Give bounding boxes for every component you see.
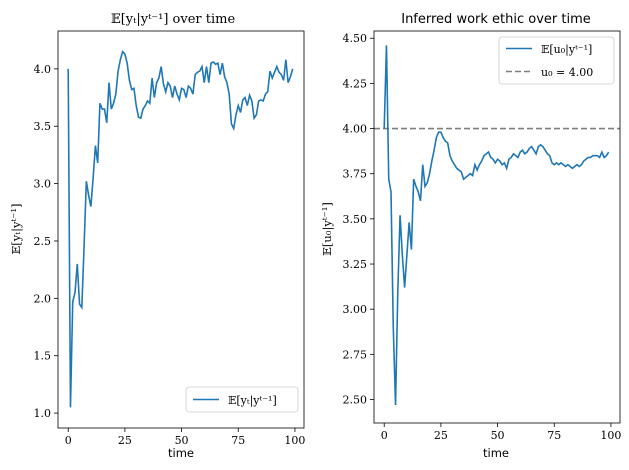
tick-group: 0 25 50 75 100 1.0 1.5 2.0 2.5 3.0 3.5 4.0 [34,63,306,447]
x-tick-label: 75 [547,429,561,442]
legend-box [185,386,299,413]
legend-label: u₀ = 4.00 [541,66,593,79]
x-tick-label: 100 [600,429,621,442]
series-line [67,50,294,408]
x-tick-label: 50 [175,434,189,447]
y-tick-label: 3.25 [343,258,368,271]
plot-frame [57,30,305,429]
x-tick-label: 75 [231,434,245,447]
plot-area [67,50,294,408]
x-axis-label: time [483,446,509,460]
y-tick-label: 2.0 [34,292,52,305]
y-tick-label: 4.50 [343,32,368,45]
chart-title: 𝔼[yₜ|yᵗ⁻¹] over time [111,12,236,27]
y-tick-label: 3.0 [34,178,52,191]
y-tick-label: 3.50 [343,213,368,226]
y-tick-label: 4.0 [34,63,52,76]
chart-title: Inferred work ethic over time [401,12,591,27]
legend-label: 𝔼[yₜ|yᵗ⁻¹] [228,394,277,408]
x-tick-label: 25 [118,434,132,447]
y-tick-label: 2.50 [343,394,368,407]
plot-frame [373,30,621,424]
y-tick-label: 4.00 [343,123,368,136]
legend: 𝔼[u₀|yᵗ⁻¹] u₀ = 4.00 [498,36,615,85]
x-tick-label: 0 [381,429,388,442]
chart-inferred-work-ethic: Inferred work ethic over time 0 25 50 75 100… [320,12,621,460]
y-tick-label: 2.75 [343,348,368,361]
y-tick-label: 4.25 [343,77,368,90]
legend-label: 𝔼[u₀|yᵗ⁻¹] [541,43,592,57]
y-tick-label: 3.5 [34,120,52,133]
y-tick-label: 2.5 [34,235,52,248]
x-tick-label: 100 [284,434,305,447]
chart-expected-output: 𝔼[yₜ|yᵗ⁻¹] over time 0 25 50 75 100 1.0 1.5 2.0… [9,12,305,460]
legend: 𝔼[yₜ|yᵗ⁻¹] [185,386,299,413]
series-line [383,45,610,405]
x-tick-label: 50 [491,429,505,442]
x-axis-label: time [168,446,194,460]
x-tick-label: 25 [434,429,448,442]
y-axis-label: 𝔼[yₜ|yᵗ⁻¹] [9,204,24,255]
y-axis-label: 𝔼[u₀|yᵗ⁻¹] [320,202,335,256]
x-tick-label: 0 [65,434,72,447]
y-tick-label: 3.00 [343,303,368,316]
y-tick-label: 1.0 [34,407,52,420]
tick-group: 0 25 50 75 100 2.50 2.75 3.00 3.25 3.50 3.75 4.00 4.… [343,32,622,442]
y-tick-label: 1.5 [34,350,52,363]
y-tick-label: 3.75 [343,168,368,181]
